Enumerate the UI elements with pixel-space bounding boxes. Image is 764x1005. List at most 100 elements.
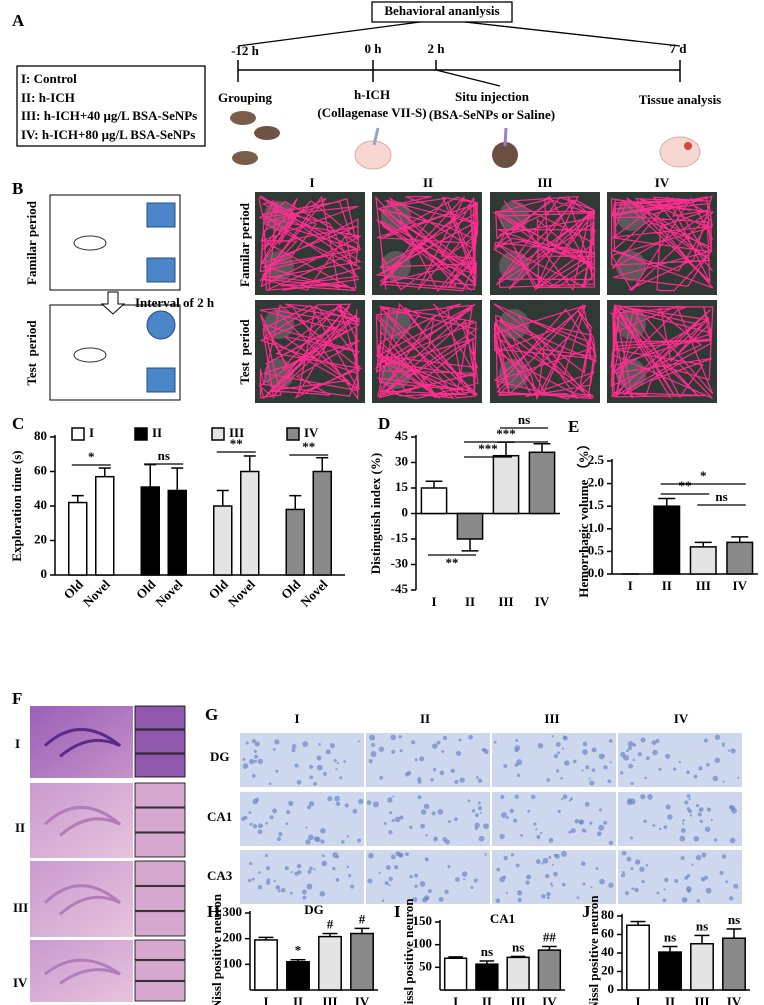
nissl-cell xyxy=(582,882,586,886)
group-label: I xyxy=(309,175,314,190)
nissl-cell xyxy=(598,808,602,812)
nissl-cell xyxy=(447,820,451,823)
nissl-cell xyxy=(257,758,263,765)
nissl-cell xyxy=(248,811,252,815)
panel-label: E xyxy=(568,417,579,436)
interval-text: Interval of 2 h xyxy=(135,295,215,310)
group-item: IV: h-ICH+80 μg/L BSA-SeNPs xyxy=(21,127,195,142)
he-inset xyxy=(134,980,186,1002)
nissl-cell xyxy=(264,854,268,858)
track-path xyxy=(374,302,479,400)
nissl-cell xyxy=(632,743,637,747)
nissl-cell xyxy=(561,882,566,887)
he-inset xyxy=(134,885,186,912)
nissl-cell xyxy=(316,764,323,771)
nissl-cell xyxy=(542,857,549,864)
nissl-cell xyxy=(693,835,700,842)
nissl-cell xyxy=(553,853,557,857)
significance: # xyxy=(359,911,366,926)
nissl-cell xyxy=(703,738,709,743)
nissl-cell xyxy=(663,825,668,830)
nissl-cell xyxy=(517,890,523,896)
nissl-cell xyxy=(637,752,642,757)
nissl-cell xyxy=(674,879,679,884)
nissl-cell xyxy=(561,851,567,857)
nissl-cell xyxy=(444,839,450,845)
nissl-cell xyxy=(424,895,430,901)
nissl-cell xyxy=(253,749,257,753)
nissl-cell xyxy=(371,742,376,748)
nissl-cell xyxy=(555,742,561,748)
nissl-cell xyxy=(444,889,449,894)
nissl-cell xyxy=(378,746,385,752)
bar xyxy=(140,486,160,576)
nissl-cell xyxy=(275,769,279,773)
nissl-cell xyxy=(433,837,438,842)
x-tick-label: Novel xyxy=(80,576,113,609)
y-tick-label: 40 xyxy=(34,497,47,512)
nissl-cell xyxy=(409,874,413,879)
he-inset xyxy=(134,705,186,730)
nissl-cell xyxy=(388,830,393,835)
y-axis-label: Nissl positive neuron xyxy=(586,895,601,1005)
nissl-cell xyxy=(307,869,312,874)
nissl-image xyxy=(366,792,490,846)
nissl-cell xyxy=(313,782,317,786)
y-tick-label: 15 xyxy=(395,479,409,494)
bar xyxy=(420,487,448,515)
y-tick-label: 80 xyxy=(34,428,47,443)
nissl-cell xyxy=(265,880,271,885)
nissl-cell xyxy=(384,881,389,886)
nissl-cell xyxy=(603,765,608,770)
step: Grouping xyxy=(218,90,272,105)
nissl-cell xyxy=(546,891,551,897)
nissl-cell xyxy=(644,776,648,780)
nissl-cell xyxy=(242,757,246,761)
nissl-cell xyxy=(560,798,564,801)
nissl-cell xyxy=(296,863,302,869)
nissl-cell xyxy=(588,777,591,780)
nissl-cell xyxy=(339,776,343,780)
nissl-cell xyxy=(686,770,690,775)
y-tick-label: 100 xyxy=(223,955,243,970)
nissl-cell xyxy=(305,839,311,845)
track-path xyxy=(375,195,479,292)
object-icon xyxy=(146,310,176,340)
nissl-cell xyxy=(548,837,554,843)
y-tick-label: 2.5 xyxy=(588,452,605,467)
nissl-cell xyxy=(562,794,568,800)
nissl-cell xyxy=(655,739,660,744)
nissl-cell xyxy=(581,769,584,772)
nissl-cell xyxy=(699,819,703,823)
nissl-cell xyxy=(561,747,565,750)
bar xyxy=(95,475,115,576)
nissl-cell xyxy=(623,754,630,761)
nissl-image xyxy=(240,792,364,846)
nissl-cell xyxy=(394,864,399,870)
nissl-cell xyxy=(479,811,482,814)
nissl-cell xyxy=(399,815,404,820)
nissl-cell xyxy=(417,795,422,800)
y-tick-label: 50 xyxy=(419,958,432,973)
nissl-cell xyxy=(525,880,530,885)
nissl-cell xyxy=(541,894,546,899)
nissl-cell xyxy=(530,794,536,800)
nissl-cell xyxy=(427,889,432,894)
x-tick-label: Novel xyxy=(297,576,330,609)
nissl-cell xyxy=(680,856,685,861)
x-tick-label: IV xyxy=(355,994,370,1005)
significance: *** xyxy=(496,426,516,441)
nissl-cell xyxy=(517,897,523,903)
significance: *** xyxy=(478,441,498,456)
nissl-cell xyxy=(392,795,395,798)
nissl-cell xyxy=(526,874,532,880)
nissl-cell xyxy=(630,781,634,786)
nissl-cell xyxy=(251,773,256,778)
chart-title: CA1 xyxy=(490,911,515,926)
nissl-cell xyxy=(698,807,704,813)
bar xyxy=(254,939,278,991)
nissl-cell xyxy=(390,854,396,860)
he-inset xyxy=(134,860,186,886)
group-label: IV xyxy=(13,975,28,990)
